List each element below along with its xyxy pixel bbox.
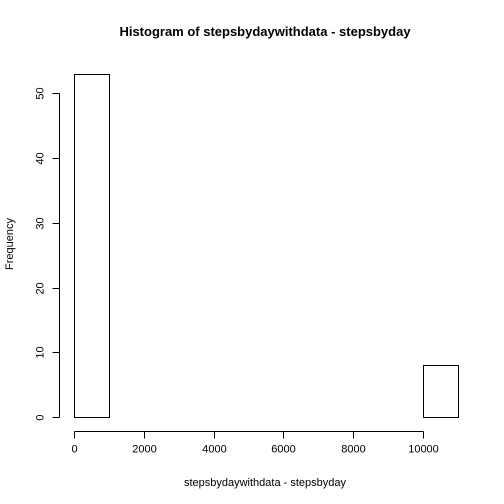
x-tick-label: 2000 bbox=[132, 444, 156, 456]
x-tick-label: 4000 bbox=[202, 444, 226, 456]
histogram-bar bbox=[74, 74, 110, 418]
x-tick-label: 6000 bbox=[271, 444, 295, 456]
x-tick-label: 10000 bbox=[408, 444, 439, 456]
histogram-bar bbox=[423, 365, 459, 418]
chart-title: Histogram of stepsbydaywithdata - stepsb… bbox=[119, 24, 411, 39]
y-tick-label: 40 bbox=[35, 152, 47, 164]
x-tick-label: 0 bbox=[71, 444, 77, 456]
y-tick-label: 30 bbox=[35, 217, 47, 229]
x-tick-label: 8000 bbox=[341, 444, 365, 456]
y-tick-label: 20 bbox=[35, 282, 47, 294]
x-axis: 0 2000 4000 6000 8000 10000 bbox=[71, 431, 439, 456]
histogram-bars bbox=[74, 74, 459, 418]
x-axis-label: stepsbydaywithdata - stepsbyday bbox=[184, 477, 347, 489]
y-axis: 0 10 20 30 40 50 bbox=[35, 87, 60, 421]
y-axis-label: Frequency bbox=[4, 218, 16, 270]
y-tick-label: 0 bbox=[35, 414, 47, 420]
y-tick-label: 50 bbox=[35, 87, 47, 99]
y-tick-label: 10 bbox=[35, 346, 47, 358]
